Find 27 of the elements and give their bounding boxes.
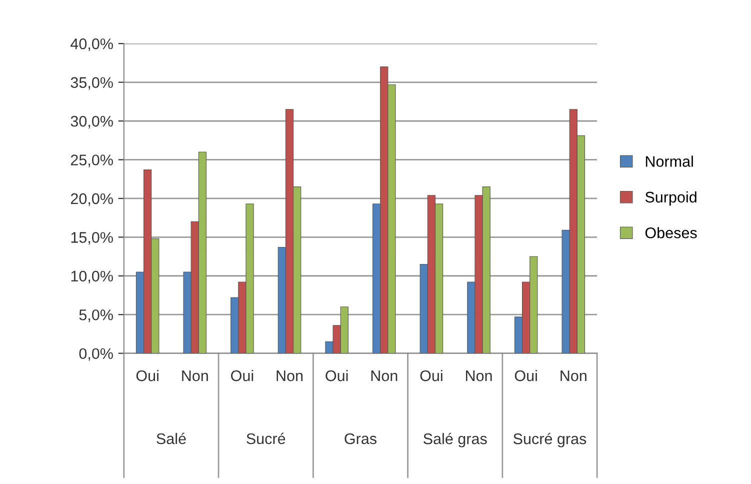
x-tick-label: Non xyxy=(371,370,398,382)
x-tick-label: Oui xyxy=(136,370,158,382)
y-tick-label: 20,0% xyxy=(70,193,113,206)
x-tick-label: Non xyxy=(466,370,492,382)
x-tick-label: Oui xyxy=(326,370,348,382)
x-tick-label: Oui xyxy=(514,370,537,382)
y-tick-label: 15,0% xyxy=(71,232,113,245)
text: Salé gras xyxy=(424,432,487,448)
text: Sucré gras xyxy=(513,432,586,448)
y-tick-label: 35,0% xyxy=(70,77,113,90)
y-tick-label: 10,0% xyxy=(71,270,113,284)
x-tick-label: Oui xyxy=(420,370,442,382)
y-tick-label: 30,0% xyxy=(70,116,113,128)
y-tick-label: 0,0% xyxy=(79,348,113,361)
legend-label: Obeses xyxy=(645,227,697,238)
x-tick-label: Non xyxy=(182,370,208,382)
x-tick-label: Non xyxy=(560,370,586,382)
legend-label: Surpoid xyxy=(645,191,696,206)
y-tick-label: 25,0% xyxy=(70,154,113,168)
x-tick-label: Non xyxy=(276,370,303,382)
text: Gras xyxy=(344,433,376,444)
legend-label: Normal xyxy=(646,156,693,167)
text: Sucré xyxy=(246,432,286,444)
y-tick-label: 5,0% xyxy=(79,309,113,322)
x-tick-label: Oui xyxy=(231,370,254,382)
text: Salé xyxy=(156,432,186,444)
y-tick-label: 40,0% xyxy=(70,38,113,52)
